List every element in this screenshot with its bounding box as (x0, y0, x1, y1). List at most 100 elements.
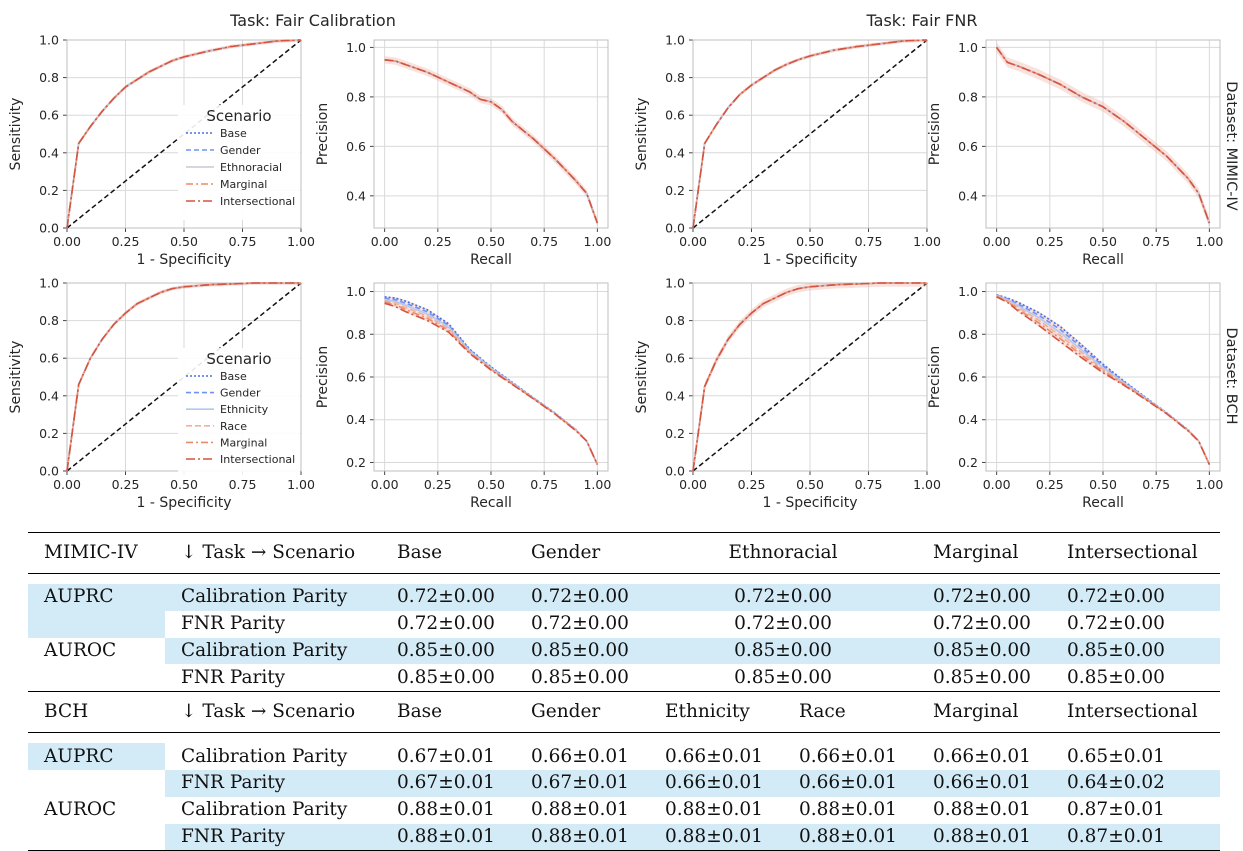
y-tick-label: 0.4 (665, 145, 685, 160)
x-tick-label: 0.75 (229, 234, 257, 249)
y-tick-label: 0.0 (665, 221, 685, 236)
x-tick-label: 0.00 (53, 477, 81, 492)
value-cell: 0.72±0.00 (917, 584, 1052, 611)
value-cell: 0.85±0.00 (649, 637, 918, 665)
legend-entry: Marginal (220, 178, 267, 191)
y-tick-label: 0.2 (39, 183, 59, 198)
y-tick-label: 0.4 (958, 188, 978, 203)
plot-frame (985, 39, 1221, 229)
y-tick-label: 0.8 (665, 313, 685, 328)
row-label-mimic: Dataset: MIMIC-IV (1223, 81, 1239, 210)
y-tick-label: 1.0 (665, 276, 685, 291)
value-cell: 0.66±0.01 (649, 769, 783, 797)
y-tick-label: 0.8 (346, 89, 366, 104)
chance-diagonal (66, 282, 302, 472)
metric-cell: AUPRC (28, 584, 165, 611)
task-cell: Calibration Parity (165, 637, 381, 665)
y-axis-label: Precision (315, 103, 331, 165)
task-cell: Calibration Parity (181, 745, 348, 767)
chance-diagonal (66, 39, 302, 229)
x-tick-label: 0.75 (1142, 234, 1170, 249)
x-tick-label: 0.00 (679, 477, 707, 492)
x-tick-label: 0.00 (983, 477, 1011, 492)
task-scenario-header: ↓ Task → Scenario (165, 691, 381, 734)
table-row: AUROC Calibration Parity 0.85±0.00 0.85±0.0… (28, 637, 1221, 665)
value-cell: 0.88±0.01 (531, 799, 629, 821)
y-axis-label: Precision (927, 346, 943, 408)
x-tick-label: 0.75 (229, 477, 257, 492)
value-cell: 0.66±0.01 (665, 745, 763, 767)
series-line-intersectional (66, 282, 301, 472)
x-tick-label: 0.50 (477, 234, 505, 249)
series-line-marginal (996, 295, 1211, 465)
metric-cell: AUROC (44, 639, 117, 661)
x-tick-label: 0.50 (477, 477, 505, 492)
table-row: AUROC Calibration Parity 0.88±0.01 0.88±0.0… (28, 797, 1220, 824)
y-tick-label: 0.8 (39, 313, 59, 328)
value-cell: 0.66±0.01 (531, 745, 629, 767)
y-tick-label: 0.6 (958, 139, 978, 154)
metric-cell (28, 664, 165, 691)
y-tick-label: 0.2 (39, 426, 59, 441)
y-tick-label: 0.0 (39, 221, 59, 236)
value-cell: 0.72±0.00 (1067, 613, 1165, 635)
x-tick-label: 0.75 (855, 234, 883, 249)
results-table: MIMIC-IV ↓ Task → Scenario Base Gender Ethno… (28, 532, 1221, 851)
x-tick-label: 0.50 (1089, 234, 1117, 249)
y-tick-label: 0.4 (346, 412, 366, 427)
value-cell: 0.85±0.00 (933, 666, 1031, 688)
figure-grid: Task: Fair Calibration Task: Fair FNR Da… (8, 11, 1239, 511)
panel-mimic-cal-pr: 0.00 0.25 0.50 0.75 1.00 0.4 0.6 0.8 1.0 Recall Pr… (315, 39, 611, 268)
x-tick-label: 1.00 (1195, 477, 1223, 492)
value-cell: 0.66±0.01 (783, 769, 918, 797)
legend-entry: Race (220, 420, 247, 433)
value-cell: 0.88±0.01 (933, 799, 1031, 821)
col-header: Intersectional (1051, 532, 1221, 574)
x-axis-label: Recall (1082, 252, 1124, 268)
value-cell: 0.88±0.01 (917, 823, 1052, 851)
x-tick-label: 1.00 (583, 477, 611, 492)
task-scenario-header: ↓ Task → Scenario (165, 532, 381, 574)
y-axis-label: Sensitivity (634, 341, 650, 414)
value-cell: 0.72±0.00 (381, 584, 515, 611)
value-cell: 0.85±0.00 (515, 637, 649, 665)
x-tick-label: 0.75 (1142, 477, 1170, 492)
x-tick-label: 0.25 (112, 477, 140, 492)
series-line-intersectional (66, 39, 302, 229)
col-header: Gender (515, 691, 649, 734)
y-tick-label: 0.6 (665, 351, 685, 366)
value-cell: 0.72±0.00 (1051, 584, 1221, 611)
series-line-intersectional (996, 296, 1211, 465)
value-cell: 0.72±0.00 (531, 613, 629, 635)
plot-frame (985, 282, 1221, 472)
table-row: AUPRC Calibration Parity 0.67±0.01 0.66±0.0… (28, 743, 1220, 770)
x-tick-label: 0.50 (170, 234, 198, 249)
table-header-row: BCH ↓ Task → Scenario Base Gender Ethnicity R… (28, 691, 1221, 734)
dataset-label: MIMIC-IV (28, 532, 165, 574)
x-tick-label: 0.75 (855, 477, 883, 492)
y-tick-label: 0.8 (958, 89, 978, 104)
value-cell: 0.87±0.01 (1051, 823, 1221, 851)
x-tick-label: 0.25 (1036, 234, 1064, 249)
x-tick-label: 1.00 (287, 234, 315, 249)
y-tick-label: 1.0 (958, 40, 978, 55)
x-tick-label: 0.50 (1089, 477, 1117, 492)
task-cell: FNR Parity (165, 823, 381, 851)
value-cell: 0.85±0.00 (531, 666, 629, 688)
panel-mimic-fnr-pr: 0.00 0.25 0.50 0.75 1.00 0.4 0.6 0.8 1.0 Recall Pr… (927, 39, 1223, 268)
table-row: AUPRC Calibration Parity 0.72±0.00 0.72±0.0… (28, 584, 1221, 611)
y-tick-label: 0.4 (958, 412, 978, 427)
y-tick-label: 0.6 (39, 108, 59, 123)
x-tick-label: 1.00 (1195, 234, 1223, 249)
series-line-intersectional (384, 59, 599, 224)
x-tick-label: 0.50 (796, 234, 824, 249)
metric-cell: AUROC (44, 799, 117, 821)
task-cell: FNR Parity (165, 769, 381, 797)
plot-frame (373, 282, 609, 472)
y-axis-label: Precision (315, 346, 331, 408)
y-tick-label: 0.8 (958, 327, 978, 342)
metric-cell (28, 823, 165, 851)
y-tick-label: 1.0 (665, 33, 685, 48)
chance-diagonal (692, 282, 928, 472)
col-header: Gender (515, 532, 649, 574)
